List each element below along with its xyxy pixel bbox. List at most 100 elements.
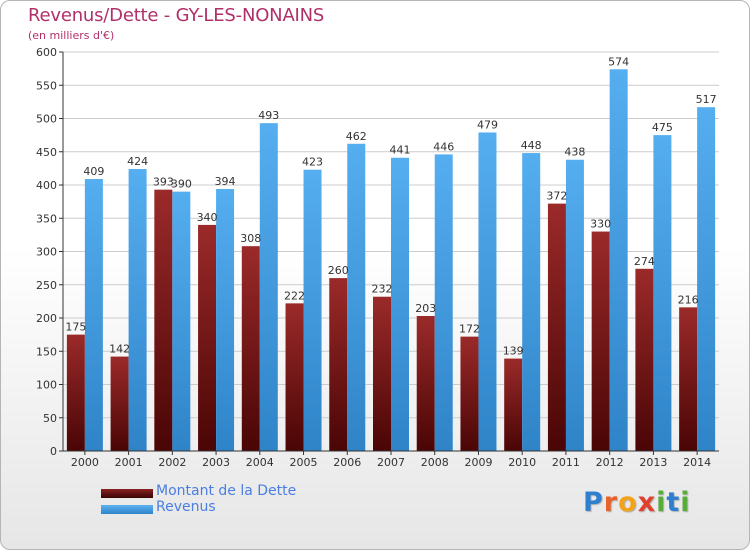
y-tick-label: 150 [36,345,57,358]
bar-dette [154,189,173,451]
bar-dette [66,334,85,451]
data-label-dette: 142 [109,343,130,356]
bar-revenus [172,191,191,451]
data-label-dette: 372 [546,190,567,203]
data-label-dette: 203 [415,302,436,315]
data-label-dette: 172 [459,323,480,336]
data-label-revenus: 441 [390,144,411,157]
x-tick-label: 2004 [246,456,274,469]
x-tick-label: 2014 [683,456,711,469]
logo-letter: o [618,487,638,518]
data-label-revenus: 448 [521,139,542,152]
bar-revenus [128,169,147,452]
x-tick-label: 2005 [290,456,318,469]
chart-subtitle: (en milliers d'€) [28,29,115,42]
y-tick-label: 0 [50,445,57,458]
bar-dette [635,268,654,451]
data-label-dette: 175 [65,321,86,334]
data-label-dette: 222 [284,289,305,302]
data-label-revenus: 394 [215,175,236,188]
bar-revenus [478,132,497,451]
x-tick-label: 2006 [333,456,361,469]
x-tick-label: 2008 [421,456,449,469]
bar-dette [285,303,304,451]
legend-swatch-revenus [101,505,153,514]
data-label-revenus: 390 [171,178,192,191]
bar-revenus [653,135,672,451]
proxiti-logo: Proxiti [583,487,691,518]
bar-dette [591,231,610,451]
data-label-revenus: 517 [696,93,717,106]
y-tick-label: 200 [36,312,57,325]
y-tick-label: 600 [36,46,57,59]
bar-revenus [347,143,366,451]
bar-dette [460,336,479,451]
x-tick-label: 2010 [508,456,536,469]
y-tick-label: 250 [36,279,57,292]
bar-dette [110,356,129,451]
data-label-dette: 274 [634,255,655,268]
legend-label-revenus: Revenus [156,499,216,515]
x-tick-label: 2012 [596,456,624,469]
bar-revenus [216,188,235,452]
bar-revenus [303,169,322,451]
logo-letter: i [680,487,691,518]
data-label-dette: 260 [328,264,349,277]
bar-revenus [697,107,716,451]
bar-revenus [565,159,584,452]
bar-revenus [84,179,103,451]
bar-dette [416,316,435,451]
bars [66,69,716,452]
x-tick-label: 2007 [377,456,405,469]
y-tick-label: 500 [36,113,57,126]
data-label-dette: 232 [372,283,393,296]
bar-dette [679,307,698,451]
y-tick-label: 350 [36,212,57,225]
bar-revenus [391,157,409,452]
data-label-dette: 139 [503,345,524,358]
bar-revenus [259,123,278,451]
x-tick-label: 2001 [115,456,143,469]
data-label-revenus: 409 [83,165,104,178]
data-label-dette: 330 [590,218,611,231]
data-label-dette: 216 [678,293,699,306]
bar-revenus [522,153,541,451]
data-label-revenus: 438 [564,146,585,159]
y-tick-label: 100 [36,379,57,392]
logo-letter: P [583,487,604,518]
data-label-revenus: 424 [127,155,148,168]
logo-letter: x [637,487,657,518]
data-label-dette: 393 [153,176,174,189]
y-tick-label: 450 [36,146,57,159]
data-label-revenus: 479 [477,118,498,131]
data-label-dette: 308 [240,232,261,245]
logo-letter: r [603,487,619,518]
data-label-dette: 340 [197,211,218,224]
bar-dette [547,203,566,451]
bar-revenus [609,69,628,451]
x-tick-label: 2002 [158,456,186,469]
bar-revenus [434,154,453,451]
bar-dette [373,296,391,451]
x-tick-label: 2000 [71,456,99,469]
bar-dette [198,224,217,451]
data-label-revenus: 475 [652,121,673,134]
bar-dette [241,246,260,451]
chart-title: Revenus/Dette - GY-LES-NONAINS [28,5,325,26]
data-label-revenus: 446 [433,140,454,153]
y-tick-label: 550 [36,79,57,92]
axes: 0 50 100 150 200 250 300 350 400 450 500 550 600 2000… [36,46,719,469]
data-label-revenus: 574 [608,55,629,68]
y-tick-label: 300 [36,246,57,259]
data-label-revenus: 493 [258,109,279,122]
legend-label-dette: Montant de la Dette [156,483,297,499]
x-tick-label: 2011 [552,456,580,469]
x-tick-label: 2009 [464,456,492,469]
x-tick-label: 2003 [202,456,230,469]
bar-dette [329,278,348,451]
bar-dette [504,358,523,451]
legend-swatch-dette [101,489,153,498]
